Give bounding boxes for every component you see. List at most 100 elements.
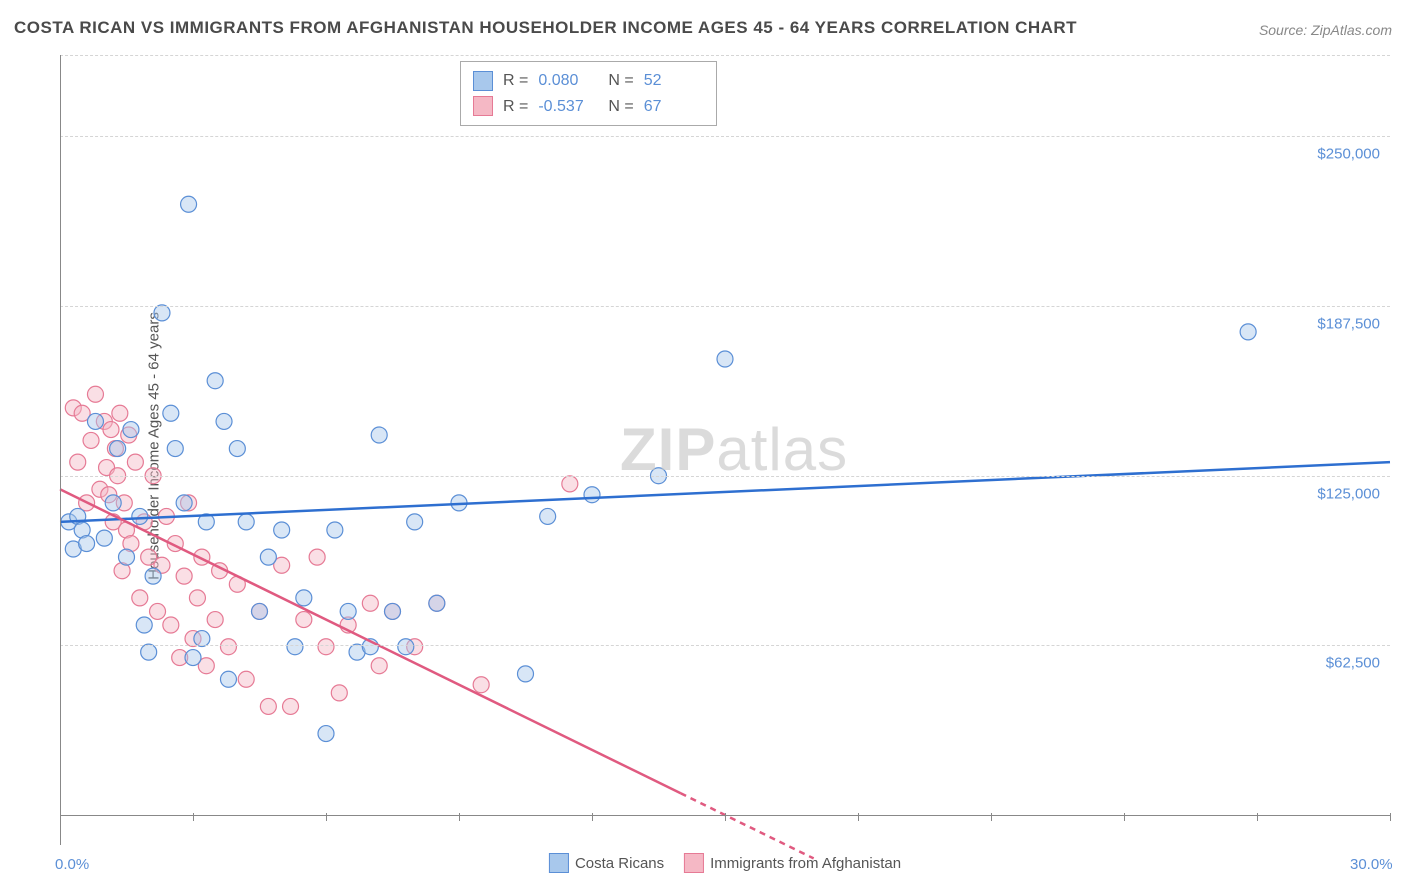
r-value-2: -0.537 <box>538 94 598 120</box>
scatter-point <box>562 476 578 492</box>
x-tick-mark <box>193 813 194 821</box>
gridline <box>60 55 1390 56</box>
scatter-point <box>229 441 245 457</box>
y-tick-label: $187,500 <box>1317 316 1380 333</box>
scatter-point <box>119 549 135 565</box>
x-tick-mark <box>60 813 61 821</box>
scatter-point <box>185 650 201 666</box>
stats-row-series1: R = 0.080 N = 52 <box>473 68 704 94</box>
scatter-point <box>132 508 148 524</box>
r-label-2: R = <box>503 94 528 120</box>
scatter-point <box>141 644 157 660</box>
legend-item-series2: Immigrants from Afghanistan <box>684 853 901 873</box>
stats-row-series2: R = -0.537 N = 67 <box>473 94 704 120</box>
scatter-point <box>398 639 414 655</box>
scatter-point <box>371 658 387 674</box>
scatter-point <box>371 427 387 443</box>
n-label-2: N = <box>608 94 633 120</box>
scatter-point <box>216 413 232 429</box>
scatter-point <box>260 698 276 714</box>
scatter-point <box>540 508 556 524</box>
gridline <box>60 306 1390 307</box>
scatter-point <box>136 617 152 633</box>
scatter-point <box>176 495 192 511</box>
scatter-point <box>1240 324 1256 340</box>
scatter-point <box>220 671 236 687</box>
chart-svg <box>60 55 1390 845</box>
scatter-point <box>238 514 254 530</box>
scatter-point <box>181 196 197 212</box>
x-tick-mark <box>1124 813 1125 821</box>
scatter-point <box>238 671 254 687</box>
n-label-1: N = <box>608 68 633 94</box>
scatter-point <box>473 677 489 693</box>
legend-swatch-1 <box>549 853 569 873</box>
scatter-point <box>127 454 143 470</box>
scatter-point <box>385 603 401 619</box>
scatter-point <box>260 549 276 565</box>
scatter-point <box>429 595 445 611</box>
scatter-point <box>87 413 103 429</box>
scatter-point <box>327 522 343 538</box>
scatter-point <box>207 373 223 389</box>
scatter-point <box>176 568 192 584</box>
y-axis-line <box>60 55 61 845</box>
legend-label-1: Costa Ricans <box>575 855 664 872</box>
scatter-point <box>110 441 126 457</box>
x-tick-mark <box>1257 813 1258 821</box>
scatter-point <box>318 639 334 655</box>
scatter-point <box>163 617 179 633</box>
x-tick-mark <box>725 813 726 821</box>
scatter-point <box>163 405 179 421</box>
x-tick-mark <box>1390 813 1391 821</box>
bottom-legend: Costa Ricans Immigrants from Afghanistan <box>549 853 901 873</box>
scatter-point <box>194 631 210 647</box>
scatter-point <box>296 590 312 606</box>
scatter-point <box>83 432 99 448</box>
scatter-point <box>112 405 128 421</box>
scatter-point <box>207 612 223 628</box>
scatter-point <box>132 590 148 606</box>
trend-line <box>60 462 1390 522</box>
scatter-point <box>296 612 312 628</box>
scatter-point <box>154 305 170 321</box>
legend-item-series1: Costa Ricans <box>549 853 664 873</box>
swatch-series1 <box>473 71 493 91</box>
scatter-point <box>331 685 347 701</box>
r-label-1: R = <box>503 68 528 94</box>
scatter-point <box>79 536 95 552</box>
scatter-point <box>362 595 378 611</box>
x-tick-mark <box>592 813 593 821</box>
scatter-point <box>220 639 236 655</box>
scatter-point <box>103 422 119 438</box>
scatter-point <box>340 603 356 619</box>
gridline <box>60 136 1390 137</box>
scatter-point <box>167 441 183 457</box>
scatter-point <box>318 726 334 742</box>
n-value-2: 67 <box>644 94 704 120</box>
scatter-point <box>518 666 534 682</box>
scatter-point <box>189 590 205 606</box>
trend-line <box>681 793 814 858</box>
scatter-point <box>145 568 161 584</box>
scatter-point <box>87 386 103 402</box>
scatter-point <box>123 422 139 438</box>
scatter-point <box>274 522 290 538</box>
scatter-point <box>283 698 299 714</box>
source-label: Source: ZipAtlas.com <box>1259 22 1392 38</box>
gridline <box>60 645 1390 646</box>
legend-swatch-2 <box>684 853 704 873</box>
y-tick-label: $62,500 <box>1326 655 1380 672</box>
swatch-series2 <box>473 96 493 116</box>
plot-area: ZIPatlas R = 0.080 N = 52 R = -0.537 N =… <box>60 55 1390 845</box>
scatter-point <box>717 351 733 367</box>
stats-legend-box: R = 0.080 N = 52 R = -0.537 N = 67 <box>460 61 717 126</box>
gridline <box>60 476 1390 477</box>
x-tick-label: 30.0% <box>1350 856 1393 873</box>
scatter-point <box>70 454 86 470</box>
chart-title: COSTA RICAN VS IMMIGRANTS FROM AFGHANIST… <box>14 18 1077 38</box>
scatter-point <box>252 603 268 619</box>
x-tick-mark <box>459 813 460 821</box>
trend-line <box>60 489 681 793</box>
x-tick-mark <box>326 813 327 821</box>
